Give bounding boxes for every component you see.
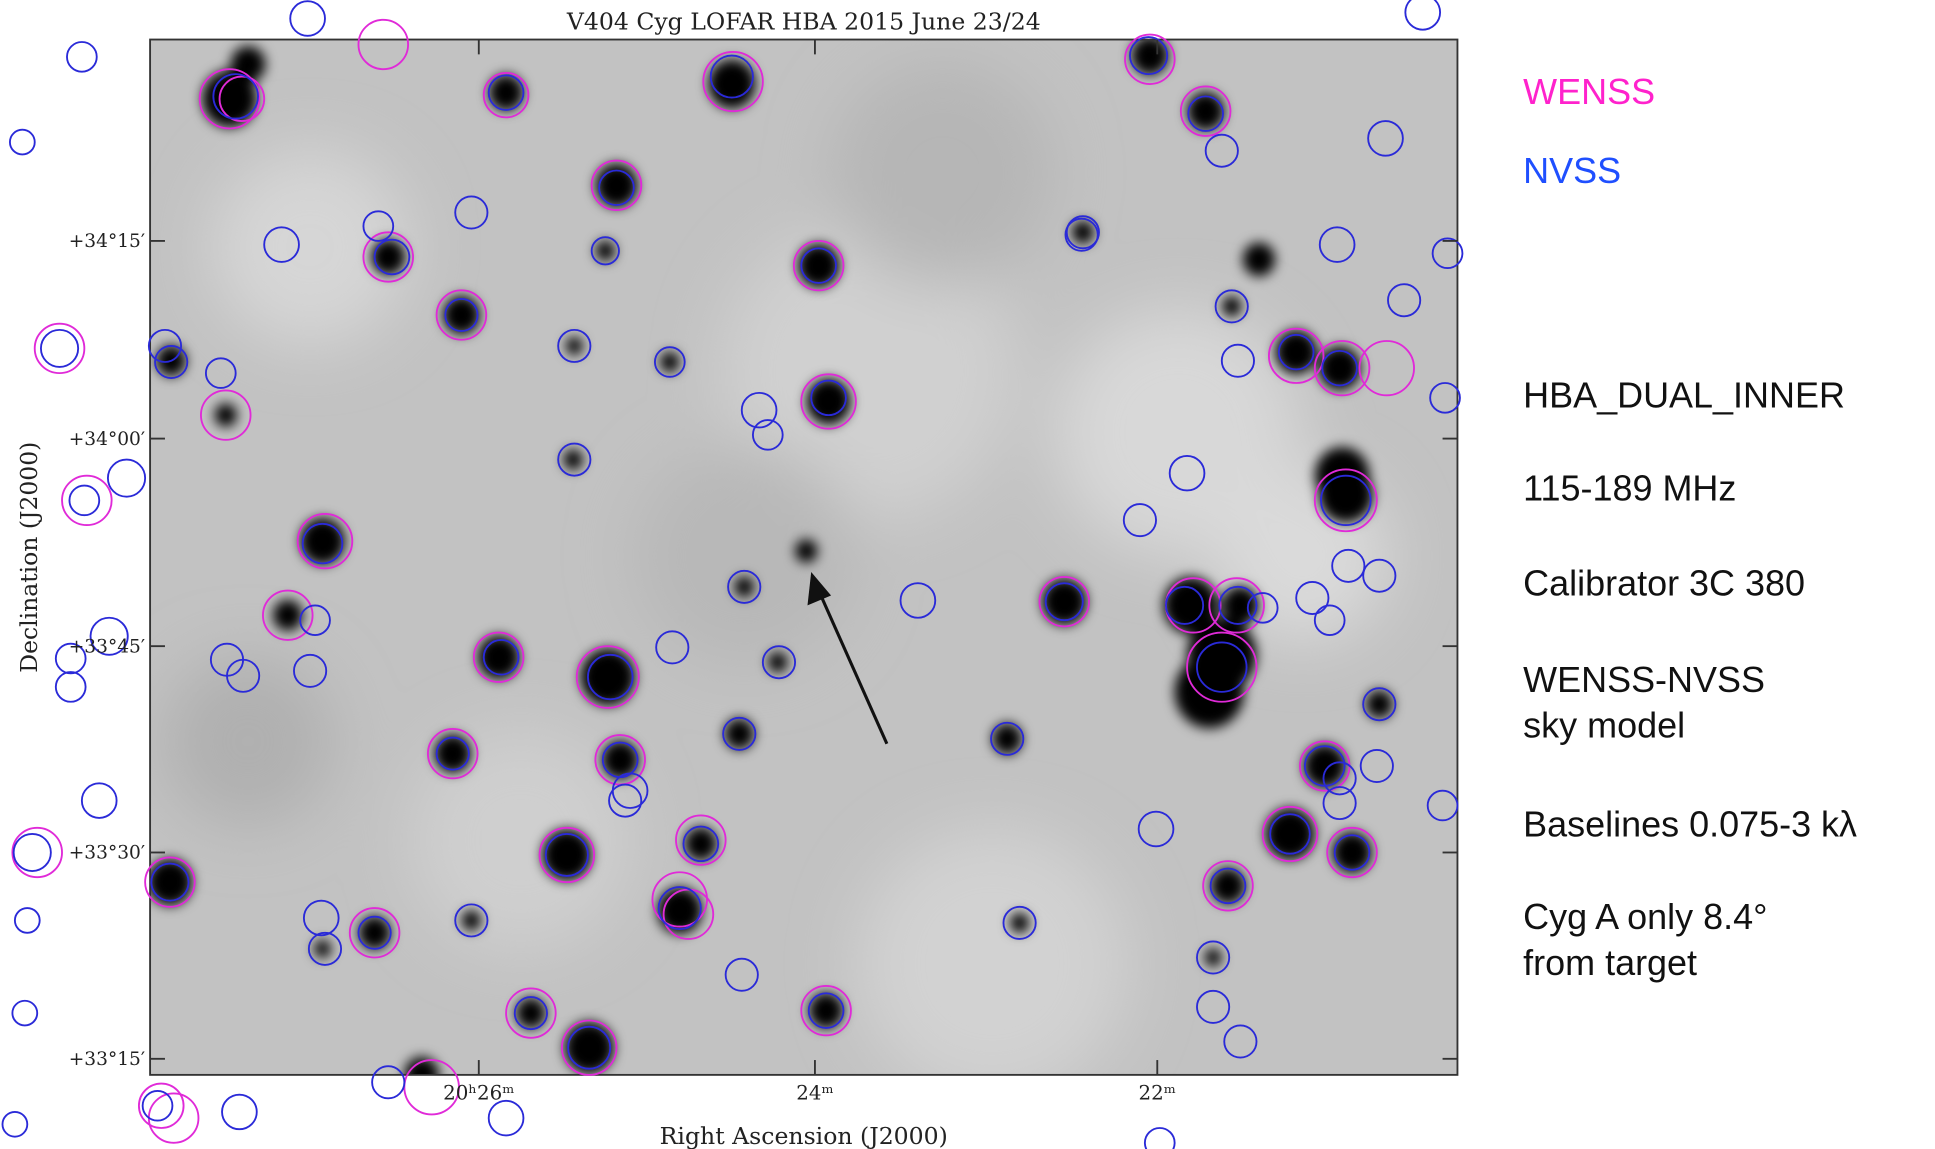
x-tick-label: 24ᵐ bbox=[796, 1082, 833, 1105]
radio-source bbox=[795, 539, 817, 562]
nvss-circle bbox=[222, 1095, 257, 1130]
nvss-circle bbox=[56, 672, 86, 702]
radio-source bbox=[1042, 578, 1087, 625]
radio-source bbox=[300, 518, 345, 565]
nvss-circle bbox=[67, 42, 97, 72]
nvss-circle bbox=[14, 834, 51, 871]
note-line: WENSS-NVSS bbox=[1523, 660, 1765, 700]
radio-source bbox=[798, 244, 840, 288]
wenss-circle bbox=[35, 324, 85, 373]
note-line: Calibrator 3C 380 bbox=[1523, 564, 1805, 604]
y-axis-label: Declination (J2000) bbox=[15, 442, 43, 673]
radio-source bbox=[273, 600, 303, 631]
radio-source bbox=[1222, 296, 1242, 317]
noise-patch bbox=[856, 828, 1129, 1100]
nvss-circle bbox=[15, 908, 40, 933]
note-line: 115-189 MHz bbox=[1523, 468, 1736, 508]
radio-source bbox=[434, 734, 471, 773]
x-tick-label: 20ʰ26ᵐ bbox=[443, 1082, 514, 1105]
nvss-circle bbox=[143, 1091, 173, 1121]
nvss-circle bbox=[290, 1, 325, 36]
radio-source bbox=[734, 576, 754, 597]
radio-source bbox=[724, 718, 754, 749]
sky-image bbox=[148, 36, 1458, 1099]
note-line: Cyg A only 8.4° bbox=[1523, 897, 1767, 937]
nvss-circle bbox=[1405, 0, 1440, 30]
note-line: HBA_DUAL_INNER bbox=[1523, 376, 1845, 416]
y-tick-label: +33°45′ bbox=[69, 636, 145, 657]
radio-source bbox=[595, 240, 615, 261]
noise-patch bbox=[161, 655, 335, 828]
nvss-circle bbox=[41, 330, 78, 367]
radio-source bbox=[1275, 330, 1317, 374]
radio-source bbox=[708, 59, 755, 108]
radio-source bbox=[1072, 221, 1094, 244]
y-tick-label: +34°15′ bbox=[69, 231, 145, 252]
figure: V404 Cyg LOFAR HBA 2015 June 23/24 Right… bbox=[0, 0, 1935, 1149]
radio-source bbox=[314, 940, 331, 958]
x-tick-label: 22ᵐ bbox=[1139, 1082, 1176, 1105]
radio-source bbox=[566, 337, 583, 355]
radio-source bbox=[1366, 690, 1393, 719]
radio-source bbox=[461, 910, 481, 931]
nvss-circle bbox=[82, 783, 117, 818]
nvss-circle bbox=[1145, 1128, 1175, 1149]
note-line: sky model bbox=[1523, 706, 1685, 746]
nvss-circle bbox=[489, 1101, 524, 1136]
radio-source bbox=[563, 449, 583, 470]
radio-source bbox=[542, 829, 592, 881]
radio-source bbox=[1243, 243, 1275, 277]
radio-source bbox=[1204, 948, 1221, 966]
y-tick-label: +33°30′ bbox=[69, 843, 145, 864]
legend-nvss: NVSS bbox=[1523, 151, 1621, 191]
noise-patch bbox=[633, 445, 856, 667]
nvss-circle bbox=[69, 486, 99, 516]
nvss-circle bbox=[2, 1112, 27, 1137]
radio-source bbox=[806, 378, 851, 425]
nvss-circle bbox=[108, 460, 145, 497]
radio-source bbox=[443, 296, 480, 335]
note-line: from target bbox=[1523, 943, 1697, 983]
nvss-circle bbox=[10, 130, 35, 155]
radio-source bbox=[1319, 346, 1361, 390]
radio-source bbox=[215, 403, 237, 426]
radio-source bbox=[516, 998, 546, 1029]
page: V404 Cyg LOFAR HBA 2015 June 23/24 Right… bbox=[0, 0, 1935, 1149]
note-line: Baselines 0.075-3 kλ bbox=[1523, 804, 1857, 844]
radio-source bbox=[685, 827, 717, 861]
radio-source bbox=[1265, 808, 1315, 860]
plot-title: V404 Cyg LOFAR HBA 2015 June 23/24 bbox=[566, 8, 1041, 36]
legend-wenss: WENSS bbox=[1523, 72, 1655, 112]
noise-patch bbox=[831, 62, 1054, 284]
radio-source bbox=[1010, 913, 1030, 934]
wenss-circle bbox=[139, 1084, 184, 1128]
radio-source bbox=[768, 652, 788, 673]
y-tick-label: +34°00′ bbox=[69, 429, 145, 450]
radio-source bbox=[1332, 832, 1372, 874]
radio-source bbox=[564, 1022, 614, 1074]
radio-source bbox=[992, 723, 1022, 754]
radio-source bbox=[148, 859, 193, 906]
radio-source bbox=[660, 352, 680, 373]
x-axis-label: Right Ascension (J2000) bbox=[660, 1122, 948, 1149]
nvss-circle bbox=[12, 1001, 37, 1026]
radio-source bbox=[371, 239, 406, 275]
wenss-circle bbox=[149, 1093, 199, 1142]
radio-source bbox=[1187, 618, 1256, 691]
y-tick-label: +33°15′ bbox=[69, 1049, 145, 1070]
